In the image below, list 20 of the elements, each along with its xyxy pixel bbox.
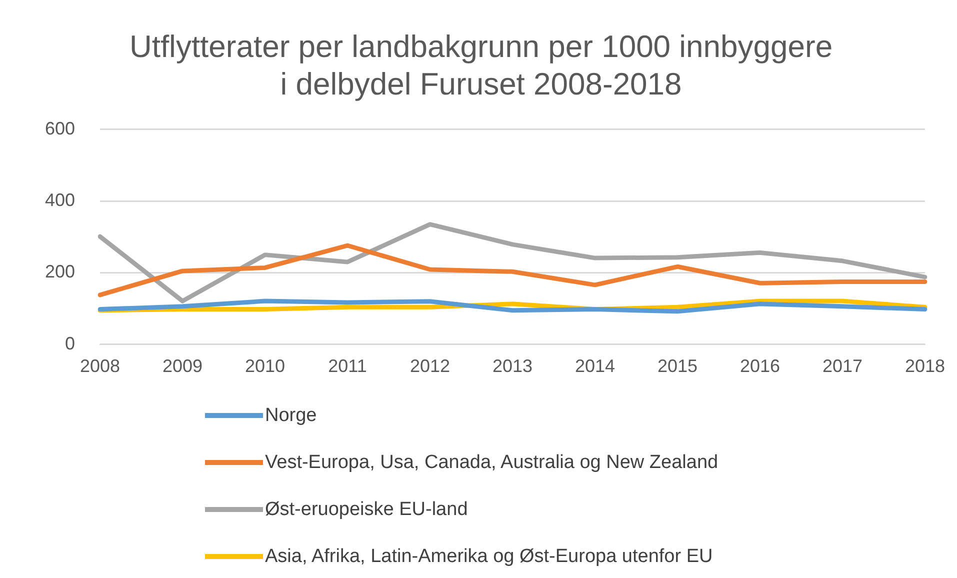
x-tick-label: 2012 (410, 356, 450, 376)
y-tick-label: 600 (44, 118, 76, 138)
legend-label: Øst-eruopeiske EU-land (265, 498, 468, 520)
legend-label: Vest-Europa, Usa, Canada, Australia og New Zealand (265, 452, 718, 474)
x-tick-label: 2017 (822, 356, 863, 376)
legend-label: Asia, Afrika, Latin-Amerika og Øst-Europa utenfor EU (265, 546, 713, 568)
x-tick-label: 2016 (740, 356, 780, 376)
x-tick-label: 2014 (574, 356, 616, 376)
x-tick-label: 2015 (657, 356, 698, 376)
x-tick-label: 2010 (245, 356, 286, 376)
y-tick-label: 0 (65, 333, 76, 354)
x-tick-label: 2011 (328, 356, 367, 376)
y-tick-label: 200 (44, 262, 76, 282)
x-tick-label: 2018 (904, 356, 945, 376)
x-tick-label: 2009 (162, 356, 203, 376)
x-tick-label: 2008 (80, 356, 120, 376)
y-tick-label: 400 (44, 190, 76, 210)
x-tick-label: 2013 (492, 356, 533, 376)
legend-label: Norge (265, 404, 317, 426)
chart-title: Utflytterater per landbakgrunn per 1000 innbyggere i delbydel Furuset 2008-2018 (129, 29, 833, 102)
